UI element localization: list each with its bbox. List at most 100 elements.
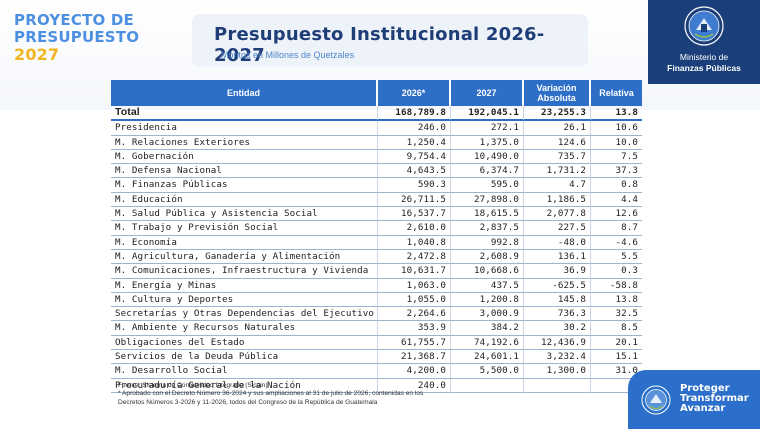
absolute-change xyxy=(524,378,591,393)
absolute-change: 4.7 xyxy=(524,178,591,193)
value-2027: 1,375.0 xyxy=(451,135,524,150)
value-2027: 10,490.0 xyxy=(451,149,524,165)
value-2026: 26,711.5 xyxy=(378,192,451,208)
value-2026: 10,631.7 xyxy=(378,264,451,279)
absolute-change: 124.6 xyxy=(524,135,591,150)
slogan-line-2: Transformar xyxy=(680,393,749,404)
absolute-change: 36.9 xyxy=(524,264,591,279)
absolute-change: 12,436.9 xyxy=(524,335,591,351)
relative-change: 7.5 xyxy=(591,150,642,165)
table-header-row: Entidad 2026* 2027 Variación Absoluta Re… xyxy=(111,80,642,106)
value-2027: 5,500.0 xyxy=(451,364,524,379)
absolute-change: 145.8 xyxy=(524,292,591,308)
relative-change: 13.8 xyxy=(591,293,642,308)
ministry-name-line-1: Ministerio de xyxy=(679,52,729,62)
coat-of-arms-icon xyxy=(641,385,671,415)
ministry-logo: Ministerio de Finanzas Públicas xyxy=(648,0,760,84)
relative-change: 8.5 xyxy=(591,321,642,336)
entity-name: M. Educación xyxy=(111,192,378,208)
relative-change: 8.7 xyxy=(591,221,642,236)
value-2026: 590.3 xyxy=(378,178,451,193)
value-2026: 1,250.4 xyxy=(378,135,451,150)
entity-name: Secretarías y Otras Dependencias del Eje… xyxy=(111,307,378,322)
value-2027: 272.1 xyxy=(451,121,524,136)
value-2026: 1,040.8 xyxy=(378,235,451,250)
table-row: Obligaciones del Estado 61,755.7 74,192.6 1… xyxy=(111,335,642,351)
table-row: M. Salud Pública y Asistencia Social 16,5… xyxy=(111,207,642,222)
value-2026: 246.0 xyxy=(378,121,451,136)
relative-change: 10.6 xyxy=(591,121,642,136)
table-row: M. Ambiente y Recursos Naturales 353.9 384… xyxy=(111,321,642,336)
table-row: Servicios de la Deuda Pública 21,368.7 24,… xyxy=(111,350,642,365)
absolute-change: 227.5 xyxy=(524,221,591,236)
table-row: M. Defensa Nacional 4,643.5 6,374.7 1,731.2… xyxy=(111,164,642,179)
ministry-name-line-2: Finanzas Públicas xyxy=(667,63,741,73)
value-2027: 18,615.5 xyxy=(451,207,524,222)
col-header-variacion-line1: Variación xyxy=(536,83,577,93)
value-2026: 21,368.7 xyxy=(378,350,451,365)
value-2026: 2,472.8 xyxy=(378,249,451,265)
col-header-relativa: Relativa xyxy=(591,80,642,106)
value-2026: 9,754.4 xyxy=(378,149,451,165)
value-2026: 2,610.0 xyxy=(378,221,451,236)
entity-name: Obligaciones del Estado xyxy=(111,335,378,351)
col-header-entidad: Entidad xyxy=(111,80,378,106)
col-header-variacion-absoluta: Variación Absoluta xyxy=(524,80,591,106)
entity-name: M. Economía xyxy=(111,235,378,250)
table-row: M. Trabajo y Previsión Social 2,610.0 2,83… xyxy=(111,221,642,236)
table-row: M. Agricultura, Ganadería y Alimentación… xyxy=(111,249,642,265)
value-2026: 353.9 xyxy=(378,321,451,336)
relative-change: 4.4 xyxy=(591,193,642,208)
value-2027: 6,374.7 xyxy=(451,164,524,179)
table-row: M. Energía y Minas 1,063.0 437.5 -625.5 -58.… xyxy=(111,278,642,293)
entity-name: M. Ambiente y Recursos Naturales xyxy=(111,321,378,336)
footnote-note-line-1: * Aprobado con el Decreto Número 36-2024… xyxy=(118,390,424,398)
absolute-change: -625.5 xyxy=(524,278,591,293)
relative-change: 0.3 xyxy=(591,264,642,279)
total-2026: 168,789.8 xyxy=(378,106,451,122)
value-2027: 24,601.1 xyxy=(451,350,524,365)
entity-name: Servicios de la Deuda Pública xyxy=(111,350,378,365)
brand-year: 2027 xyxy=(14,45,60,64)
absolute-change: 735.7 xyxy=(524,149,591,165)
value-2026: 1,063.0 xyxy=(378,278,451,293)
entity-name: Procuraduría General de la Nación xyxy=(111,378,378,393)
value-2027: 384.2 xyxy=(451,321,524,336)
value-2027: 2,608.9 xyxy=(451,249,524,265)
absolute-change: 3,232.4 xyxy=(524,350,591,365)
page-title: Presupuesto Institucional 2026-2027 xyxy=(214,24,545,66)
table-row: M. Relaciones Exteriores 1,250.4 1,375.0 12… xyxy=(111,135,642,150)
entity-name: M. Trabajo y Previsión Social xyxy=(111,221,378,236)
entity-name: M. Defensa Nacional xyxy=(111,164,378,179)
relative-change: 0.8 xyxy=(591,178,642,193)
table-row: M. Educación 26,711.5 27,898.0 1,186.5 4.4 xyxy=(111,192,642,208)
table-row: Presidencia 246.0 272.1 26.1 10.6 xyxy=(111,121,642,136)
absolute-change: 1,186.5 xyxy=(524,192,591,208)
col-header-2026: 2026* xyxy=(378,80,451,106)
value-2027 xyxy=(451,378,524,393)
brand-line-2: PRESUPUESTO xyxy=(14,28,140,46)
relative-change: 5.5 xyxy=(591,250,642,265)
coat-of-arms-icon xyxy=(684,6,724,46)
budget-table: Entidad 2026* 2027 Variación Absoluta Re… xyxy=(111,80,642,393)
value-2026: 240.0 xyxy=(378,378,451,393)
value-2026: 16,537.7 xyxy=(378,207,451,222)
value-2026: 4,200.0 xyxy=(378,364,451,379)
entity-name: M. Relaciones Exteriores xyxy=(111,135,378,150)
page-subtitle: Montos en Millones de Quetzales xyxy=(221,50,355,60)
absolute-change: 26.1 xyxy=(524,121,591,136)
value-2027: 992.8 xyxy=(451,235,524,250)
absolute-change: 1,731.2 xyxy=(524,164,591,179)
value-2027: 2,837.5 xyxy=(451,221,524,236)
footnote-source: Fuente: Sistema de Contabilidad Integrad… xyxy=(118,382,270,389)
footnote-note-line-2: Decretos Números 3-2026 y 11-2026, todos… xyxy=(118,398,378,406)
col-header-variacion-line2: Absoluta xyxy=(537,93,576,103)
slogan-badge: Proteger Transformar Avanzar xyxy=(628,370,760,429)
relative-change: -58.8 xyxy=(591,279,642,293)
value-2027: 1,200.8 xyxy=(451,292,524,308)
entity-name: M. Desarrollo Social xyxy=(111,364,378,379)
title-card: Presupuesto Institucional 2026-2027 Mont… xyxy=(192,14,588,67)
total-absolute-change: 23,255.3 xyxy=(524,106,591,122)
value-2026: 4,643.5 xyxy=(378,164,451,179)
relative-change xyxy=(591,379,642,393)
